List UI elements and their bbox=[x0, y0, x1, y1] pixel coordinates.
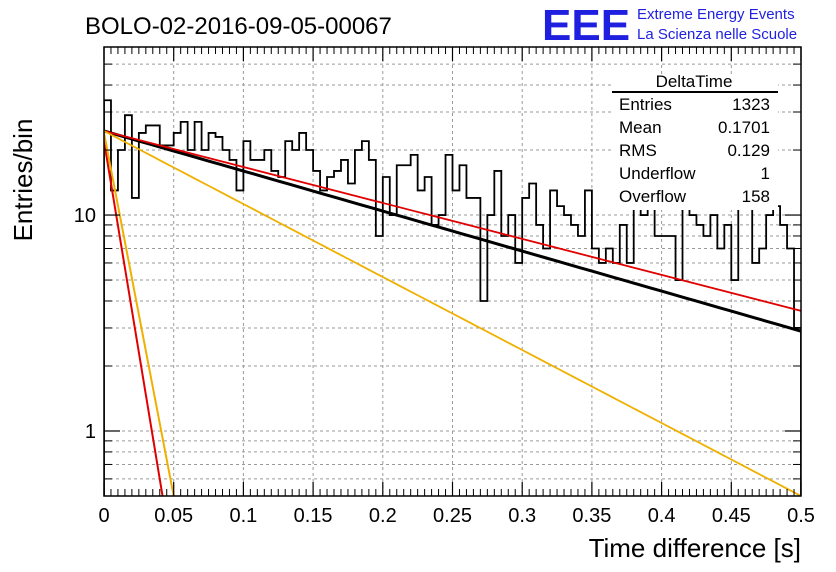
eee-logo: EEE Extreme Energy Events La Scienza nel… bbox=[542, 1, 797, 50]
x-axis-label: Time difference [s] bbox=[589, 533, 801, 563]
axis-ticks bbox=[103, 46, 802, 497]
plot-title: BOLO-02-2016-09-05-00067 bbox=[85, 13, 392, 40]
x-tick-label: 0.4 bbox=[648, 505, 676, 527]
fit-curve-3 bbox=[104, 140, 164, 496]
x-tick-label: 0.3 bbox=[508, 505, 536, 527]
y-tick-label: 1 bbox=[85, 421, 96, 443]
x-tick-label: 0.45 bbox=[712, 505, 751, 527]
eee-logo-mark: EEE bbox=[542, 1, 630, 50]
stats-value-entries: 1323 bbox=[732, 95, 770, 114]
stats-label-mean: Mean bbox=[619, 118, 662, 137]
stats-value-overflow: 158 bbox=[742, 187, 770, 206]
y-tick-label: 10 bbox=[74, 205, 96, 227]
eee-logo-line2: La Scienza nelle Scuole bbox=[637, 26, 797, 43]
stats-label-entries: Entries bbox=[619, 95, 672, 114]
eee-logo-line1: Extreme Energy Events bbox=[637, 6, 795, 23]
stats-label-rms: RMS bbox=[619, 141, 657, 160]
stats-box-title: DeltaTime bbox=[656, 72, 733, 91]
fit-curve-2 bbox=[104, 130, 801, 496]
stats-box-background bbox=[612, 76, 778, 210]
x-tick-label: 0.5 bbox=[787, 505, 815, 527]
y-axis-tick-labels: 1 10 bbox=[74, 205, 96, 443]
x-tick-label: 0.1 bbox=[229, 505, 257, 527]
x-axis-tick-labels: 0 0.05 0.1 0.15 0.2 0.25 0.3 0.35 0.4 0.45 0.5 bbox=[98, 505, 814, 527]
stats-value-rms: 0.129 bbox=[727, 141, 770, 160]
y-axis-label: Entries/bin bbox=[8, 119, 38, 242]
fit-curve-0 bbox=[104, 129, 801, 333]
x-tick-label: 0.15 bbox=[294, 505, 333, 527]
x-tick-label: 0.2 bbox=[369, 505, 397, 527]
stats-value-mean: 0.1701 bbox=[718, 118, 770, 137]
x-tick-label: 0.05 bbox=[154, 505, 193, 527]
stats-label-underflow: Underflow bbox=[619, 164, 696, 183]
x-tick-label: 0 bbox=[98, 505, 109, 527]
x-tick-label: 0.35 bbox=[572, 505, 611, 527]
fit-curve-4 bbox=[104, 132, 175, 496]
stats-label-overflow: Overflow bbox=[619, 187, 687, 206]
fit-curve-1 bbox=[104, 130, 801, 312]
stats-box: DeltaTime Entries 1323 Mean 0.1701 RMS 0… bbox=[612, 72, 778, 210]
fit-curves bbox=[104, 129, 801, 496]
stats-value-underflow: 1 bbox=[761, 164, 770, 183]
x-tick-label: 0.25 bbox=[433, 505, 472, 527]
